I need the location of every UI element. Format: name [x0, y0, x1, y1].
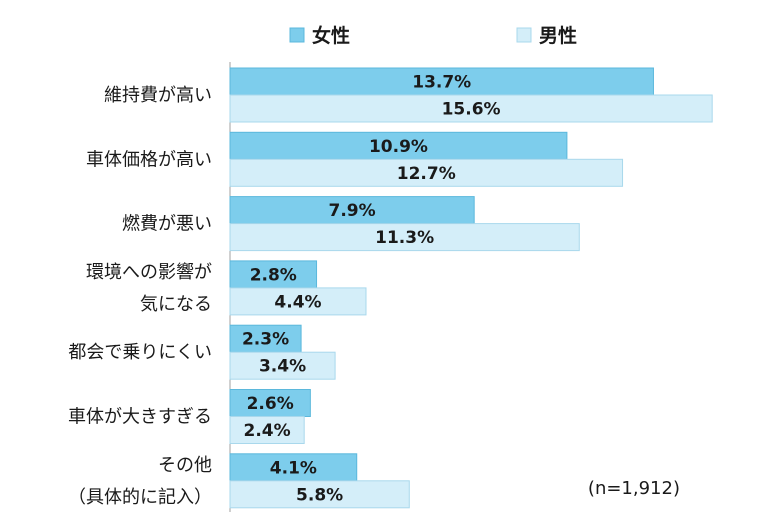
bar-female-5 [229, 389, 311, 417]
legend-male-swatch [516, 27, 532, 43]
data-label-male-0: 15.6% [442, 100, 501, 120]
category-label-5: 車体が大きすぎる [68, 407, 212, 428]
legend-female-swatch [289, 27, 305, 43]
bar-male-2 [229, 223, 580, 252]
data-label-male-5: 2.4% [244, 421, 291, 441]
data-label-female-5: 2.6% [247, 394, 294, 414]
category-label-1: 車体価格が高い [86, 149, 212, 170]
sample-size-note: (n=1,912) [587, 478, 680, 499]
data-label-female-6: 4.1% [270, 458, 317, 478]
data-label-female-0: 13.7% [412, 73, 471, 93]
data-label-male-1: 12.7% [397, 164, 456, 184]
bar-male-4 [229, 351, 336, 380]
category-label-0: 維持費が高い [104, 85, 212, 106]
bar-male-0 [229, 94, 713, 123]
legend-male-label: 男性 [539, 24, 577, 47]
category-label-6-line0: その他 [158, 455, 212, 476]
data-label-female-3: 2.8% [250, 265, 297, 285]
bar-female-6 [229, 453, 358, 482]
data-label-male-4: 3.4% [259, 357, 306, 377]
bar-female-4 [229, 324, 302, 353]
data-label-male-6: 5.8% [296, 485, 343, 505]
category-label-6-line1: （具体的に記入） [68, 487, 212, 508]
data-label-female-1: 10.9% [369, 137, 428, 157]
bar-female-2 [229, 196, 475, 225]
bar-male-6 [229, 480, 410, 509]
category-label-3-line1: 気になる [140, 294, 212, 315]
category-label-4: 都会で乗りにくい [68, 342, 212, 363]
category-label-3-line0: 環境への影響が [86, 262, 212, 283]
data-label-female-2: 7.9% [329, 201, 376, 221]
bar-male-5 [229, 416, 305, 444]
category-label-2: 燃費が悪い [122, 214, 212, 235]
bar-female-3 [229, 260, 318, 289]
data-label-female-4: 2.3% [242, 330, 289, 350]
bar-male-3 [229, 287, 367, 316]
data-label-male-2: 11.3% [375, 228, 434, 248]
legend-female-label: 女性 [312, 24, 350, 47]
bar-male-1 [229, 158, 624, 187]
data-label-male-3: 4.4% [274, 292, 321, 312]
